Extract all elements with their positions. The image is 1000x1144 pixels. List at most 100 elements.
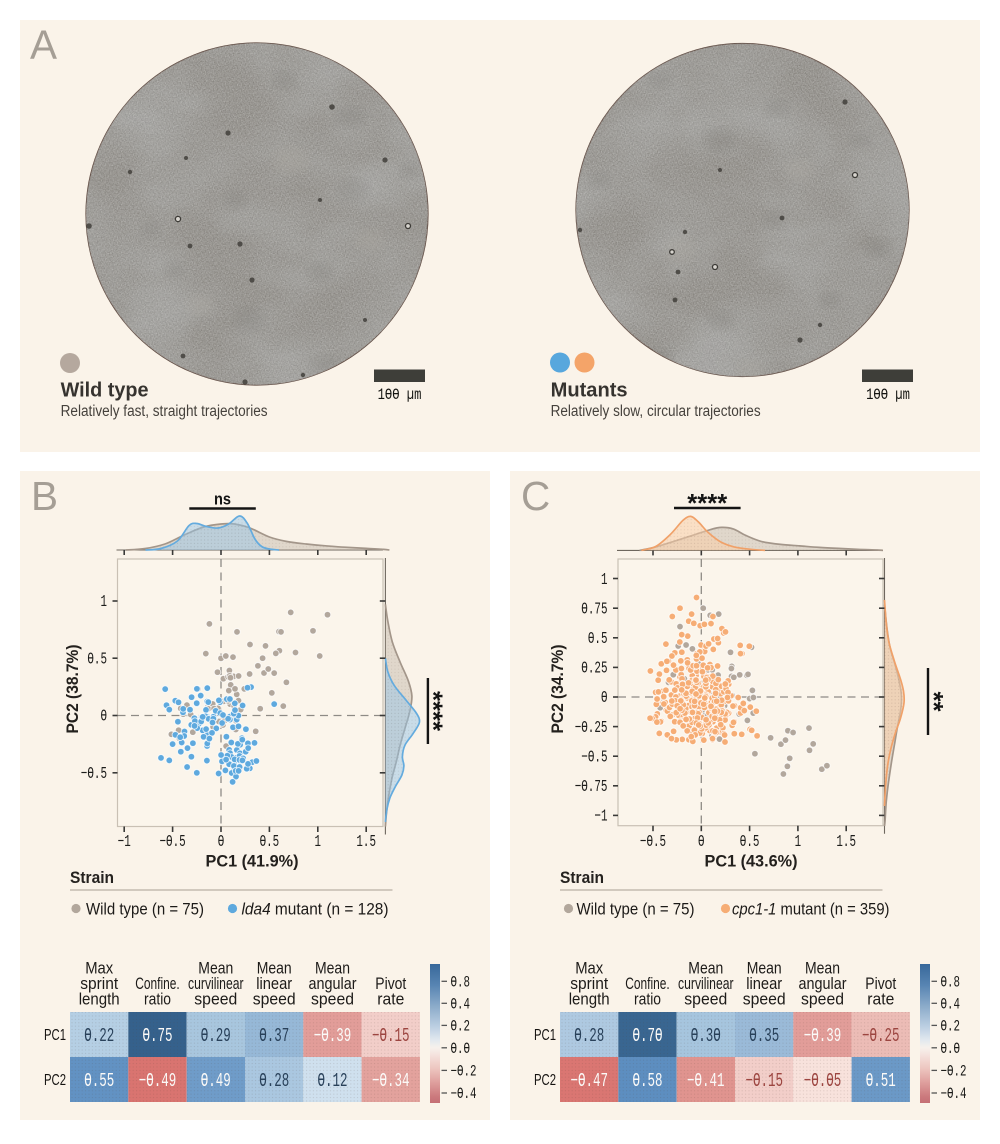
svg-text:Mutants: Mutants xyxy=(551,379,628,402)
svg-text:−Ө.15: −Ө.15 xyxy=(745,1070,783,1092)
svg-text:Ө.22: Ө.22 xyxy=(84,1025,114,1047)
svg-text:−Ө.41: −Ө.41 xyxy=(687,1070,725,1092)
svg-text:curvilinear: curvilinear xyxy=(188,975,244,993)
svg-text:Ө.4: Ө.4 xyxy=(941,996,961,1014)
svg-text:PC1: PC1 xyxy=(44,1027,66,1044)
svg-text:1ӨӨ µm: 1ӨӨ µm xyxy=(378,386,422,404)
svg-text:Ө.5: Ө.5 xyxy=(740,832,760,851)
svg-text:PC1: PC1 xyxy=(534,1027,556,1044)
svg-text:Ө.12: Ө.12 xyxy=(318,1070,348,1092)
svg-text:Ө.49: Ө.49 xyxy=(201,1070,231,1092)
svg-text:Ө.8: Ө.8 xyxy=(941,974,961,992)
svg-text:Ө.Ө: Ө.Ө xyxy=(941,1040,961,1058)
svg-text:speed: speed xyxy=(743,991,786,1009)
svg-text:rate: rate xyxy=(377,991,404,1009)
svg-text:Ө.5: Ө.5 xyxy=(588,629,608,648)
svg-text:PC2: PC2 xyxy=(534,1072,556,1089)
svg-text:−Ө.75: −Ө.75 xyxy=(575,777,608,796)
svg-text:−Ө.5: −Ө.5 xyxy=(640,832,666,851)
svg-text:ratio: ratio xyxy=(144,991,171,1009)
svg-text:Ө.51: Ө.51 xyxy=(866,1070,896,1092)
svg-text:−1: −1 xyxy=(594,807,607,826)
svg-text:angular: angular xyxy=(309,975,357,993)
svg-text:sprint: sprint xyxy=(570,975,608,993)
svg-text:Ө.5: Ө.5 xyxy=(260,832,280,851)
svg-text:Wild type (n = 75): Wild type (n = 75) xyxy=(86,901,204,919)
svg-text:Max: Max xyxy=(85,960,114,978)
svg-text:rate: rate xyxy=(867,991,894,1009)
svg-text:curvilinear: curvilinear xyxy=(678,975,734,993)
svg-text:−Ө.2: −Ө.2 xyxy=(451,1063,477,1081)
svg-text:−Ө.25: −Ө.25 xyxy=(575,718,608,737)
svg-text:Ө: Ө xyxy=(698,832,705,851)
svg-text:linear: linear xyxy=(256,975,292,993)
svg-text:speed: speed xyxy=(311,991,354,1009)
svg-text:−Ө.4: −Ө.4 xyxy=(941,1085,967,1103)
svg-text:C: C xyxy=(521,473,550,519)
svg-text:−Ө.5: −Ө.5 xyxy=(160,832,186,851)
svg-text:Mean: Mean xyxy=(688,960,723,978)
svg-text:1ӨӨ µm: 1ӨӨ µm xyxy=(866,386,910,404)
svg-text:B: B xyxy=(31,473,58,519)
svg-text:speed: speed xyxy=(801,991,844,1009)
svg-text:1.5: 1.5 xyxy=(836,832,856,851)
svg-text:−Ө.39: −Ө.39 xyxy=(804,1025,842,1047)
svg-text:Ө: Ө xyxy=(218,832,225,851)
svg-text:Ө.28: Ө.28 xyxy=(259,1070,289,1092)
svg-text:Ө.5: Ө.5 xyxy=(87,649,107,668)
svg-text:PC2 (38.7%): PC2 (38.7%) xyxy=(63,645,82,734)
svg-text:−Ө.25: −Ө.25 xyxy=(862,1025,900,1047)
svg-text:Pivot: Pivot xyxy=(865,975,896,993)
svg-text:****: **** xyxy=(687,488,728,518)
svg-text:Ө.2: Ө.2 xyxy=(451,1018,471,1036)
svg-text:1: 1 xyxy=(601,570,608,589)
svg-text:−Ө.2: −Ө.2 xyxy=(941,1063,967,1081)
svg-text:Confine.: Confine. xyxy=(625,975,670,993)
svg-text:−Ө.Ө5: −Ө.Ө5 xyxy=(804,1070,842,1092)
svg-text:−Ө.34: −Ө.34 xyxy=(372,1070,410,1092)
svg-text:PC2 (34.7%): PC2 (34.7%) xyxy=(548,645,567,734)
svg-text:Relatively fast, straight traj: Relatively fast, straight trajectories xyxy=(61,403,268,420)
svg-text:ns: ns xyxy=(214,490,231,509)
svg-text:Relatively slow, circular traj: Relatively slow, circular trajectories xyxy=(551,403,761,420)
svg-text:Ө: Ө xyxy=(601,688,608,707)
svg-text:PC2: PC2 xyxy=(44,1072,66,1089)
svg-text:Ө.4: Ө.4 xyxy=(451,996,471,1014)
svg-text:Ө.3Ө: Ө.3Ө xyxy=(691,1025,721,1047)
svg-text:1: 1 xyxy=(795,832,802,851)
svg-text:length: length xyxy=(569,991,610,1009)
svg-text:Strain: Strain xyxy=(70,868,114,887)
svg-text:Ө.25: Ө.25 xyxy=(581,659,607,678)
svg-text:−Ө.4: −Ө.4 xyxy=(451,1085,477,1103)
svg-text:−1: −1 xyxy=(118,832,131,851)
svg-text:A: A xyxy=(30,22,57,68)
svg-text:ratio: ratio xyxy=(634,991,661,1009)
svg-text:Ө.2: Ө.2 xyxy=(941,1018,961,1036)
svg-text:Ө.58: Ө.58 xyxy=(633,1070,663,1092)
svg-text:Ө.28: Ө.28 xyxy=(574,1025,604,1047)
svg-text:−Ө.5: −Ө.5 xyxy=(81,764,107,783)
svg-text:Ө.29: Ө.29 xyxy=(201,1025,231,1047)
svg-text:Mean: Mean xyxy=(257,960,292,978)
svg-text:****: **** xyxy=(419,691,449,732)
svg-text:−Ө.39: −Ө.39 xyxy=(314,1025,352,1047)
svg-text:**: ** xyxy=(919,692,949,713)
svg-text:−Ө.15: −Ө.15 xyxy=(372,1025,410,1047)
svg-text:1: 1 xyxy=(315,832,322,851)
svg-text:Ө.35: Ө.35 xyxy=(749,1025,779,1047)
svg-text:speed: speed xyxy=(253,991,296,1009)
svg-text:−Ө.47: −Ө.47 xyxy=(570,1070,608,1092)
svg-text:Ө.55: Ө.55 xyxy=(84,1070,114,1092)
svg-text:Max: Max xyxy=(575,960,604,978)
svg-text:Mean: Mean xyxy=(315,960,350,978)
svg-text:Strain: Strain xyxy=(560,868,604,887)
svg-text:Ө.75: Ө.75 xyxy=(143,1025,173,1047)
svg-text:Ө.7Ө: Ө.7Ө xyxy=(633,1025,663,1047)
svg-text:Ө: Ө xyxy=(101,707,108,726)
svg-text:lda4 mutant (n = 128): lda4 mutant (n = 128) xyxy=(242,901,389,919)
svg-text:Pivot: Pivot xyxy=(375,975,406,993)
svg-text:Wild type (n = 75): Wild type (n = 75) xyxy=(577,901,695,919)
svg-text:sprint: sprint xyxy=(80,975,118,993)
svg-text:Mean: Mean xyxy=(747,960,782,978)
svg-text:speed: speed xyxy=(194,991,237,1009)
